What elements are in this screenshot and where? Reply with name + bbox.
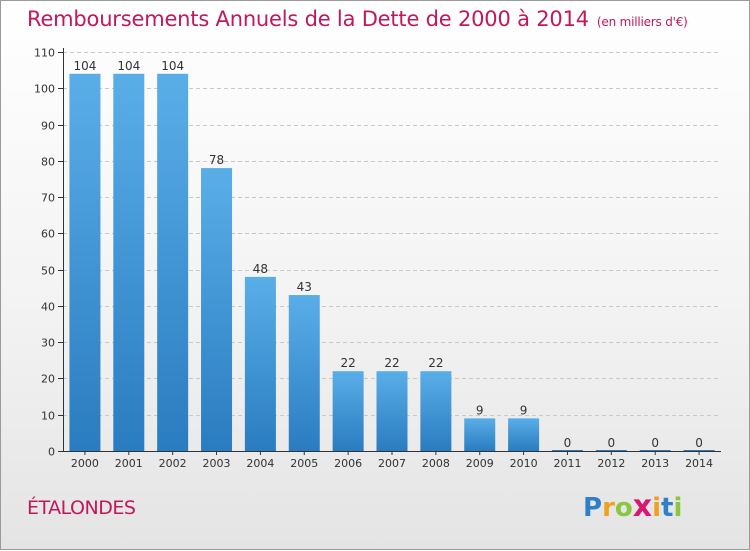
proxiti-logo[interactable]: Proxiti [583, 489, 682, 524]
data-label-2005: 43 [297, 280, 312, 294]
chart-title-text: Remboursements Annuels de la Dette de 20… [27, 7, 589, 31]
data-label-2011: 0 [564, 436, 572, 450]
x-tick-label-2009: 2009 [466, 457, 494, 470]
logo-letter: i [652, 493, 662, 523]
x-tick-label-2013: 2013 [641, 457, 669, 470]
bar-2006 [332, 371, 364, 451]
data-label-2013: 0 [651, 436, 659, 450]
x-tick-label-2005: 2005 [290, 457, 318, 470]
data-label-2007: 22 [384, 356, 399, 370]
y-tick-label-0: 0 [48, 446, 55, 459]
bar-2002 [157, 73, 189, 451]
data-label-2004: 48 [253, 262, 268, 276]
commune-name: ÉTALONDES [27, 497, 136, 519]
x-tick-label-2000: 2000 [71, 457, 99, 470]
data-label-2001: 104 [117, 59, 140, 73]
data-label-2002: 104 [161, 59, 184, 73]
y-tick-label-70: 70 [41, 192, 55, 205]
bar-2008 [420, 371, 452, 451]
chart-title: Remboursements Annuels de la Dette de 20… [27, 7, 688, 31]
data-label-2012: 0 [608, 436, 616, 450]
y-tick-label-50: 50 [41, 265, 55, 278]
x-tick-label-2010: 2010 [510, 457, 538, 470]
y-tick-label-40: 40 [41, 301, 55, 314]
data-label-2010: 9 [520, 403, 528, 417]
x-tick-label-2011: 2011 [553, 457, 581, 470]
data-label-2009: 9 [476, 403, 484, 417]
bar-2001 [113, 73, 145, 451]
data-label-2003: 78 [209, 153, 224, 167]
y-tick-label-60: 60 [41, 228, 55, 241]
logo-letter: i [673, 493, 683, 523]
data-label-2014: 0 [695, 436, 703, 450]
y-tick-label-30: 30 [41, 337, 55, 350]
data-label-2006: 22 [340, 356, 355, 370]
bar-2003 [201, 168, 233, 451]
logo-letter: o [614, 493, 633, 523]
logo-letter: t [661, 493, 674, 523]
data-label-2008: 22 [428, 356, 443, 370]
bar-2000 [69, 73, 101, 451]
x-tick-label-2003: 2003 [203, 457, 231, 470]
x-tick-label-2002: 2002 [159, 457, 187, 470]
x-tick-label-2007: 2007 [378, 457, 406, 470]
y-tick-label-110: 110 [34, 47, 55, 60]
bar-2010 [508, 418, 540, 451]
logo-letter: x [632, 489, 653, 524]
y-tick-label-10: 10 [41, 410, 55, 423]
x-tick-label-2004: 2004 [246, 457, 274, 470]
x-tick-label-2012: 2012 [597, 457, 625, 470]
x-tick-label-2014: 2014 [685, 457, 713, 470]
logo-letter: P [583, 493, 603, 523]
x-tick-label-2001: 2001 [115, 457, 143, 470]
bar-2009 [464, 418, 496, 451]
logo-letter: r [602, 493, 615, 523]
bar-2007 [376, 371, 408, 451]
bar-2005 [288, 295, 320, 451]
y-tick-label-80: 80 [41, 156, 55, 169]
y-tick-label-100: 100 [34, 83, 55, 96]
data-label-2000: 104 [73, 59, 96, 73]
y-tick-label-90: 90 [41, 120, 55, 133]
bar-2004 [244, 276, 276, 451]
x-tick-label-2006: 2006 [334, 457, 362, 470]
chart-unit: (en milliers d'€) [596, 15, 688, 29]
x-tick-label-2008: 2008 [422, 457, 450, 470]
y-tick-label-20: 20 [41, 373, 55, 386]
